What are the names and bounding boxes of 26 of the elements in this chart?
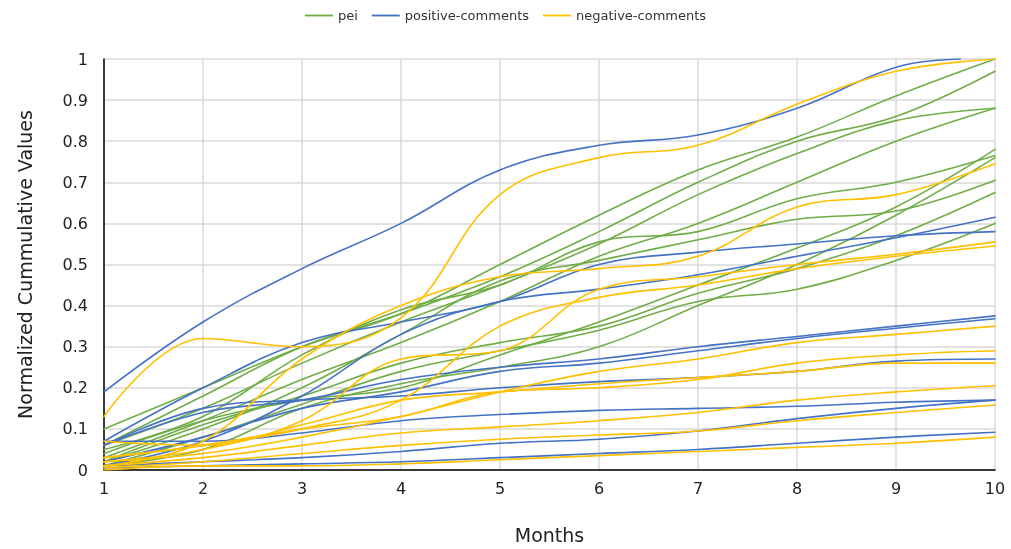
y-tick-label: 0.8 (62, 131, 88, 151)
x-tick-label: 2 (197, 478, 209, 498)
y-tick-label: 0 (77, 460, 88, 480)
y-axis-title: Normalized Cummulative Values (13, 110, 36, 419)
y-tick-label: 0.5 (62, 255, 88, 274)
x-tick-label: 7 (692, 478, 704, 498)
y-tick-label: 0.7 (62, 172, 88, 192)
y-tick-label: 0.9 (62, 90, 88, 110)
x-tick-label: 6 (593, 478, 605, 498)
legend-label: positive-comments (404, 8, 530, 23)
x-tick-label: 8 (791, 478, 803, 498)
x-tick-label: 1 (98, 478, 110, 498)
y-tick-label: 0.1 (62, 419, 88, 439)
y-tick-label: 0.3 (62, 337, 88, 357)
x-tick-label: 4 (395, 478, 407, 498)
y-tick-label: 0.4 (62, 296, 88, 316)
x-tick-label: 10 (984, 478, 1006, 498)
legend-label: pei (337, 8, 358, 23)
x-tick-label: 9 (890, 478, 902, 498)
x-tick-label: 5 (494, 478, 506, 498)
y-tick-label: 0.6 (62, 213, 88, 233)
y-tick-label: 1 (77, 49, 88, 69)
x-tick-label: 3 (296, 478, 308, 498)
x-axis-title: Months (514, 523, 585, 546)
legend-label: negative-comments (576, 8, 707, 23)
y-tick-label: 0.2 (62, 378, 88, 398)
